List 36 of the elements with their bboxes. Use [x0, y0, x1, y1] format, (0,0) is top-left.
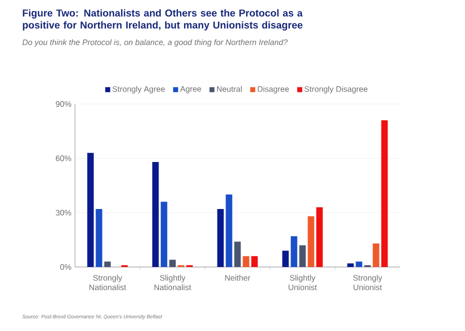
x-tick-label: Slightly Unionist: [288, 274, 317, 290]
bar: [160, 202, 168, 267]
bar: [226, 194, 232, 267]
bar: [356, 262, 362, 267]
bar: [234, 242, 241, 267]
bar: [87, 152, 94, 267]
bar: [152, 162, 159, 267]
bar: [299, 245, 306, 267]
x-tick-label: Strongly Unionist: [353, 274, 382, 290]
bar: [251, 256, 258, 267]
bar: [217, 209, 224, 267]
bar: [381, 120, 388, 267]
y-tick-label: 30%: [56, 210, 72, 216]
bar: [316, 207, 323, 267]
y-tick-label: 0%: [60, 264, 72, 270]
x-tick-label: Strongly Nationalist: [89, 274, 126, 290]
bar: [96, 209, 102, 267]
bar: [104, 262, 111, 267]
x-tick-label: Slightly Nationalist: [154, 274, 192, 290]
bar: [347, 263, 354, 267]
bar: [169, 260, 176, 267]
y-tick-label: 60%: [56, 156, 72, 162]
legend-label: Strongly Disagree: [304, 86, 368, 94]
bar: [290, 236, 298, 267]
bar: [372, 243, 380, 267]
chart-subtitle: Do you think the Protocol is, on balance, a good thing for Northern Ireland?: [22, 39, 288, 47]
legend-label: Disagree: [258, 86, 289, 94]
bar: [282, 250, 289, 267]
y-tick-label: 90%: [56, 101, 72, 107]
x-tick-label: Neither: [225, 274, 250, 281]
legend-label: Agree: [180, 86, 202, 94]
bar: [308, 216, 314, 267]
legend-label: Strongly Agree: [112, 86, 165, 94]
legend-label: Neutral: [217, 86, 242, 92]
chart-title: Figure Two: Nationalists and Others see the Protocol as a positive for Northern Ireland, but many Unionists disagree: [22, 9, 303, 31]
bar: [242, 256, 250, 267]
